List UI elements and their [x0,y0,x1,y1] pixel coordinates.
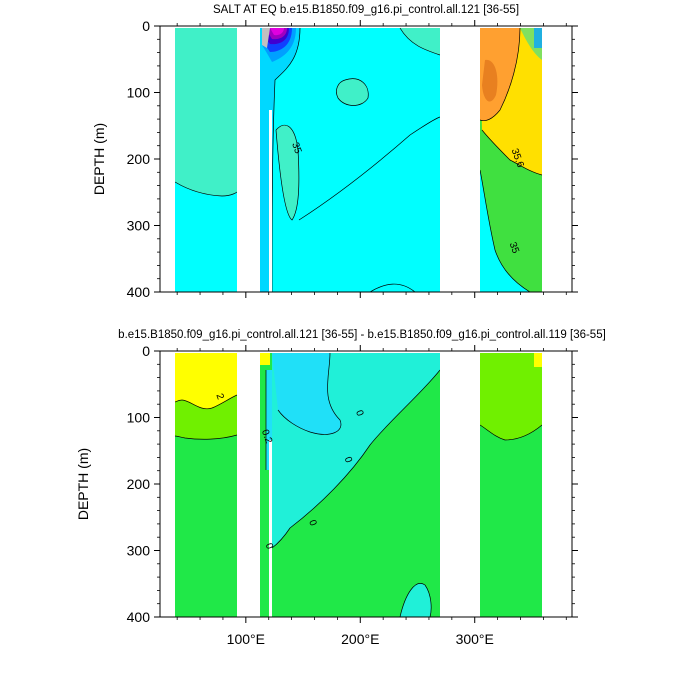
top-contour [479,169,531,292]
top-contour [369,283,416,292]
top-missing-3 [440,26,480,292]
y-tick-label: 300 [127,218,151,234]
bottom-contour [479,424,543,441]
y-tick-label: 0 [142,18,150,34]
bottom-contour-lines [174,352,543,617]
panel-bottom-ylabel: DEPTH (m) [75,448,91,520]
panel-bottom: b.e15.B1850.f09_g16.pi_control.all.121 [… [75,329,606,647]
top-contour [271,27,301,292]
bottom-contour [399,583,432,617]
panel-bottom-plot-area [160,351,572,617]
top-fill-east-surface [400,28,440,55]
top-contour [481,129,543,176]
y-tick-label: 100 [127,410,151,426]
top-contour [399,27,441,56]
bottom-fill-atl-lightgreen [480,353,542,440]
contour-label: 35 [507,241,521,256]
y-tick-label: 400 [127,609,151,625]
contour-label: 2 [213,392,225,401]
bottom-fill-east-blob [400,583,432,617]
panel-top-axes: 0 100 200 300 400 [127,18,578,300]
contour-label: 0.2 [259,428,274,445]
top-fill-atl-darkorange [482,59,498,102]
panel-top-title: SALT AT EQ b.e15.B1850.f09_g16.pi_contro… [213,4,519,16]
bottom-missing-3 [440,351,480,617]
panel-top: SALT AT EQ b.e15.B1850.f09_g16.pi_contro… [91,4,578,300]
top-fill-lens-5 [270,28,284,36]
bottom-contour [174,434,238,440]
contour-label: 35 [289,141,303,156]
x-tick-label: 200°E [341,631,379,647]
y-tick-label: 200 [127,151,151,167]
top-missing-1 [237,26,260,292]
top-contour-lines [174,27,543,292]
x-tick-label: 300°E [456,631,494,647]
bottom-missing-2 [269,440,272,617]
top-contour [298,116,441,221]
contour-label: 0 [306,519,318,528]
top-fill-tongue [276,125,299,220]
y-tick-label: 400 [127,284,151,300]
bottom-missing-5 [542,351,572,617]
bottom-fill-wp-yellow [260,353,270,365]
bottom-contour [277,352,342,435]
bottom-fill-atl-yellow [534,353,542,367]
bottom-missing-4 [160,351,175,617]
x-tick-label: 100°E [227,631,265,647]
y-tick-label: 0 [142,343,150,359]
panel-bottom-title: b.e15.B1850.f09_g16.pi_control.all.121 [… [118,329,606,341]
top-contour [336,78,369,106]
top-contour [174,181,238,197]
top-missing-4 [160,26,175,292]
top-fill-atl-edge [534,28,542,48]
bottom-missing-1 [237,351,260,617]
top-fill-lens-6 [262,28,270,48]
bottom-fill-west-yellow [175,353,237,409]
top-contour [479,27,521,122]
panel-top-ylabel: DEPTH (m) [91,123,107,195]
panel-top-plot-area [160,26,572,292]
top-fill-blob [336,78,369,106]
top-missing-5 [542,26,572,292]
top-fill-west-deep [175,182,237,292]
contour-label: 0 [342,455,354,464]
bottom-contour [174,394,238,410]
top-contour [275,124,300,221]
y-tick-label: 100 [127,85,151,101]
bottom-fill-wp-cyan [266,370,272,470]
panel-bottom-contour-labels: 2 0 0.2 0 0 0 [213,392,365,551]
top-missing-2 [269,110,272,292]
y-tick-label: 200 [127,476,151,492]
bottom-fill-cyan-inner [272,353,341,435]
contour-label: 0 [353,409,365,418]
y-tick-label: 300 [127,543,151,559]
bottom-contour [271,369,441,549]
contour-label: 0 [263,542,275,551]
